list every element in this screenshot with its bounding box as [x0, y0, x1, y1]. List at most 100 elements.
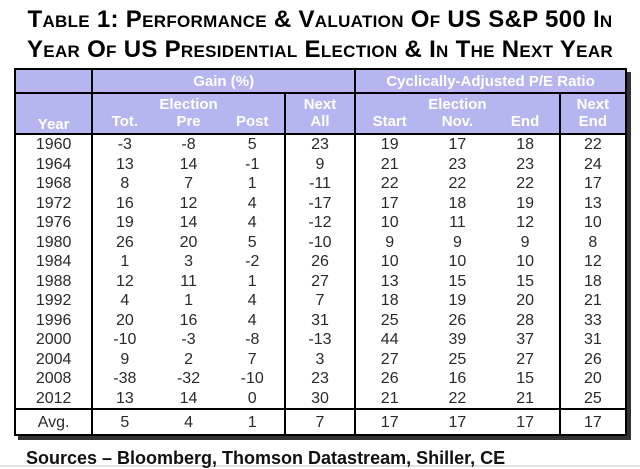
value-cell: 14	[179, 389, 198, 407]
subheader-end: End	[491, 113, 560, 134]
value-cell: 15	[448, 272, 467, 290]
value-cell: 23	[516, 155, 534, 173]
table-header: Gain (%) Cyclically-Adjusted P/E Ratio Y…	[15, 69, 626, 134]
value-cell: -10	[91, 330, 157, 350]
value-cell: 10	[354, 252, 424, 272]
year-cell: 1976	[35, 214, 72, 232]
value-cell: 28	[516, 311, 534, 329]
value-cell: 15	[516, 370, 534, 388]
value-cell: 15	[516, 272, 534, 290]
value-cell: 1	[247, 175, 257, 193]
value-cell: 22	[448, 389, 467, 407]
subheader-start: Start	[354, 113, 424, 134]
value-cell: 17	[423, 408, 492, 435]
value-cell: 26	[448, 311, 467, 329]
value-cell: -8	[245, 331, 260, 349]
value-cell: 22	[448, 175, 467, 193]
value-cell: 13	[91, 154, 157, 174]
value-cell: 13	[558, 193, 626, 213]
value-cell: 7	[247, 350, 257, 368]
subheader-nov: Nov.	[423, 113, 492, 134]
gain-election-header: Election	[91, 93, 285, 113]
value-cell: 22	[354, 174, 424, 194]
table-row: 1992 4 1 4 7 18 19 20 21	[15, 291, 626, 311]
table-row: 2008 -38 -32 -10 23 26 16 15 20	[15, 369, 626, 389]
value-cell: 24	[558, 154, 626, 174]
value-cell: 22	[558, 133, 626, 155]
avg-label-cell: Avg.	[15, 408, 93, 435]
value-cell: 17	[354, 193, 424, 213]
table-body: 1960 -3 -8 5 23 19 17 18 22 1964 13 14 -1 9 21 23 23 24 19…	[15, 133, 626, 435]
group-header-row: Gain (%) Cyclically-Adjusted P/E Ratio	[15, 69, 626, 94]
value-cell: 10	[516, 253, 534, 271]
value-cell: 18	[558, 271, 626, 291]
value-cell: 44	[354, 330, 424, 350]
gain-next-header: Next	[283, 93, 356, 113]
value-cell: 4	[247, 214, 257, 232]
value-cell: 3	[184, 253, 193, 271]
value-cell: 9	[452, 233, 462, 251]
value-cell: 23	[283, 369, 356, 389]
election-header-row: Year Election Next Election Next	[15, 93, 626, 134]
table-row: 1996 20 16 4 31 25 26 28 33	[15, 310, 626, 330]
value-cell: 26	[91, 232, 157, 252]
value-cell: 21	[354, 388, 424, 409]
value-cell: 21	[558, 291, 626, 311]
value-cell: 18	[491, 133, 560, 155]
value-cell: 12	[558, 252, 626, 272]
value-cell: 19	[516, 194, 534, 212]
value-cell: 25	[448, 350, 467, 368]
table-row: 1968 8 7 1 -11 22 22 22 17	[15, 174, 626, 194]
subheader-post: Post	[220, 113, 285, 134]
value-cell: 21	[354, 154, 424, 174]
value-cell: 25	[558, 388, 626, 409]
value-cell: -11	[283, 174, 356, 194]
value-cell: 3	[283, 349, 356, 369]
value-cell: 10	[354, 213, 424, 233]
value-cell: 17	[423, 133, 492, 155]
year-column-header: Year	[15, 93, 93, 134]
value-cell: -1	[245, 155, 260, 173]
year-cell: 2000	[35, 331, 72, 349]
value-cell: 1	[91, 252, 157, 272]
value-cell: 18	[354, 291, 424, 311]
value-cell: -3	[91, 133, 157, 155]
value-cell: 20	[558, 369, 626, 389]
value-cell: -17	[283, 193, 356, 213]
value-cell: 20	[179, 233, 198, 251]
value-cell: 26	[558, 349, 626, 369]
value-cell: 13	[91, 388, 157, 409]
value-cell: 27	[354, 349, 424, 369]
value-cell: 17	[491, 408, 560, 435]
value-cell: 17	[558, 408, 626, 435]
value-cell: -12	[283, 213, 356, 233]
value-cell: 31	[283, 310, 356, 330]
value-cell: -38	[91, 369, 157, 389]
value-cell: 5	[220, 133, 285, 155]
value-cell: 13	[354, 271, 424, 291]
value-cell: 4	[156, 408, 221, 435]
value-cell: 19	[448, 292, 467, 310]
value-cell: 16	[91, 193, 157, 213]
sp500-election-table: Gain (%) Cyclically-Adjusted P/E Ratio Y…	[14, 68, 627, 436]
value-cell: 20	[516, 292, 534, 310]
year-cell: 1968	[35, 175, 72, 193]
value-cell: 31	[558, 330, 626, 350]
table-row: 2012 13 14 0 30 21 22 21 25	[15, 388, 626, 409]
value-cell: 23	[448, 155, 467, 173]
table-title-line2: Year Of US Presidential Election & In Th…	[27, 36, 613, 63]
value-cell: 4	[247, 194, 257, 212]
table-row: 1964 13 14 -1 9 21 23 23 24	[15, 154, 626, 174]
value-cell: 39	[448, 331, 467, 349]
year-cell: 2004	[35, 350, 72, 368]
value-cell: -32	[176, 370, 201, 388]
value-cell: -10	[240, 370, 264, 388]
value-cell: 16	[448, 370, 467, 388]
value-cell: 27	[283, 271, 356, 291]
value-cell: 5	[91, 408, 157, 435]
value-cell: 17	[558, 174, 626, 194]
table-row: 2004 9 2 7 3 27 25 27 26	[15, 349, 626, 369]
value-cell: 14	[179, 214, 198, 232]
table-row: 1984 1 3 -2 26 10 10 10 12	[15, 252, 626, 272]
value-cell: 16	[179, 311, 198, 329]
